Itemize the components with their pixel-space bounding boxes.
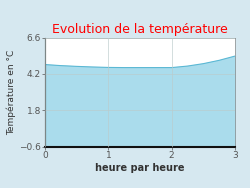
X-axis label: heure par heure: heure par heure xyxy=(95,163,185,173)
Title: Evolution de la température: Evolution de la température xyxy=(52,24,228,36)
Y-axis label: Température en °C: Température en °C xyxy=(7,49,16,135)
